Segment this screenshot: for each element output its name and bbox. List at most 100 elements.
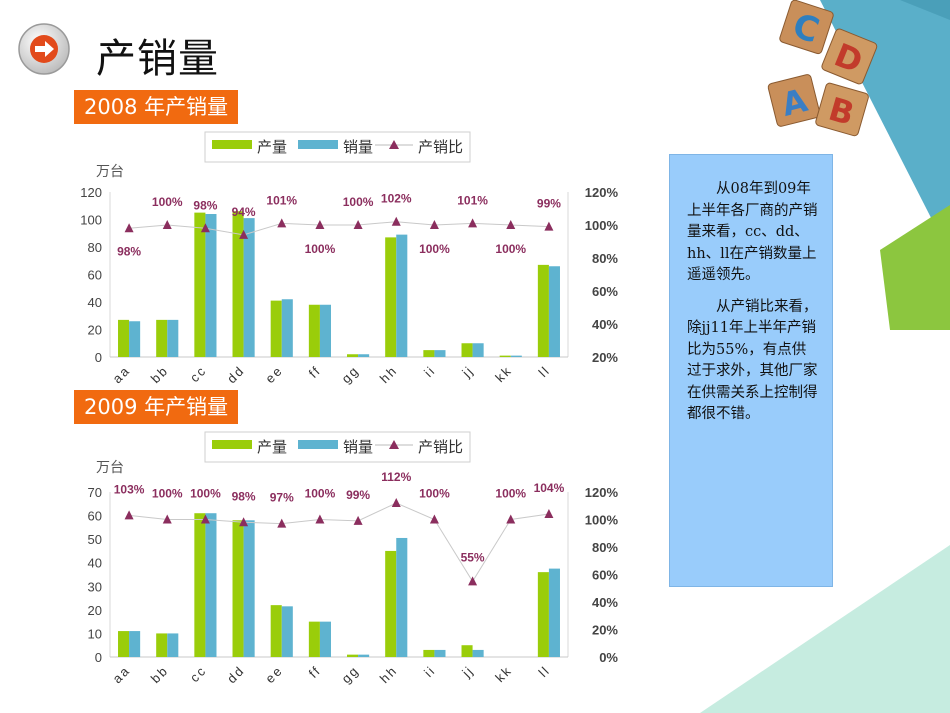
ratio-data-label: 98% xyxy=(193,198,217,212)
bar-sales xyxy=(548,568,560,657)
arrow-right-icon[interactable] xyxy=(17,22,71,76)
bar-production xyxy=(270,605,282,657)
ratio-data-label: 94% xyxy=(232,205,256,219)
category-label: dd xyxy=(224,363,248,387)
right-axis-tick: 60% xyxy=(592,284,618,299)
legend-marker-ratio xyxy=(389,140,399,149)
ratio-data-label: 112% xyxy=(381,470,411,484)
bar-sales xyxy=(129,321,141,357)
category-label: bb xyxy=(148,663,172,687)
category-label: ee xyxy=(262,663,286,687)
bar-production xyxy=(347,354,359,357)
ratio-data-label: 99% xyxy=(537,197,561,211)
ratio-data-label: 101% xyxy=(266,193,297,207)
ratio-data-label: 102% xyxy=(381,192,412,206)
right-axis-tick: 120% xyxy=(585,485,619,500)
right-axis-tick: 120% xyxy=(585,185,619,200)
left-axis-tick: 70 xyxy=(88,485,102,500)
category-label: ii xyxy=(421,663,439,681)
left-axis-tick: 0 xyxy=(95,350,102,365)
category-label: cc xyxy=(187,363,210,386)
ratio-point xyxy=(277,218,287,228)
ratio-data-label: 101% xyxy=(457,193,488,207)
ratio-point xyxy=(315,220,325,229)
bar-production xyxy=(194,212,206,357)
ratio-point xyxy=(544,509,554,518)
axis-unit-label: 万台 xyxy=(96,460,124,476)
category-label: hh xyxy=(377,663,401,687)
category-label: gg xyxy=(339,663,363,687)
bar-production xyxy=(385,237,397,357)
ratio-data-label: 100% xyxy=(419,242,450,256)
legend-swatch-production xyxy=(212,140,252,149)
legend-swatch-sales xyxy=(298,140,338,149)
category-label: hh xyxy=(377,363,401,387)
bar-sales xyxy=(281,299,293,357)
bar-sales xyxy=(472,343,484,357)
left-axis-tick: 100 xyxy=(80,213,102,228)
ratio-data-label: 100% xyxy=(190,487,221,501)
ratio-point xyxy=(124,223,134,233)
chart-2009: 产量 销量 产销比 万台 0 10 20 30 40 50 60 70 0% 20% 40% 60% 80% 10… xyxy=(70,428,640,698)
left-axis-tick: 20 xyxy=(88,323,102,338)
page-title: 产销量 xyxy=(96,36,219,82)
bar-sales xyxy=(129,631,141,657)
ratio-data-label: 100% xyxy=(495,487,526,501)
left-axis-tick: 10 xyxy=(88,626,102,641)
category-label: aa xyxy=(110,363,134,387)
chart-2008: 产量 销量 产销比 万台 0 20 40 60 80 100 120 20% 40% 60% 80% 100%… xyxy=(70,128,640,390)
category-label: ii xyxy=(421,363,439,381)
bar-sales xyxy=(243,218,255,357)
category-label: ll xyxy=(536,363,554,381)
legend-label-production: 产量 xyxy=(257,138,287,156)
bar-sales xyxy=(319,621,331,657)
bar-production xyxy=(232,520,244,657)
right-axis-tick: 80% xyxy=(592,540,618,555)
legend-label-production: 产量 xyxy=(257,438,287,456)
bar-production xyxy=(423,350,435,357)
bar-sales xyxy=(548,266,560,357)
left-axis-tick: 40 xyxy=(88,556,102,571)
ratio-data-label: 55% xyxy=(461,550,485,564)
right-axis-tick: 80% xyxy=(592,251,618,266)
ratio-point xyxy=(200,223,210,233)
right-axis-tick: 60% xyxy=(592,568,618,583)
category-label: jj xyxy=(458,363,476,381)
category-label: dd xyxy=(224,663,248,687)
ratio-data-label: 100% xyxy=(343,195,374,209)
right-axis-tick: 40% xyxy=(592,317,618,332)
bar-production xyxy=(423,649,435,657)
category-label: cc xyxy=(187,663,210,686)
category-label: kk xyxy=(492,663,515,686)
ratio-point xyxy=(162,220,172,229)
bar-sales xyxy=(243,520,255,657)
legend-swatch-production xyxy=(212,440,252,449)
right-axis-tick: 40% xyxy=(592,595,618,610)
category-label: aa xyxy=(110,663,134,687)
category-label: kk xyxy=(492,363,515,386)
ratio-data-label: 100% xyxy=(305,242,336,256)
ratio-data-label: 99% xyxy=(346,488,370,502)
bar-sales xyxy=(319,304,331,357)
ratio-point xyxy=(468,218,478,228)
ratio-data-label: 98% xyxy=(232,489,256,503)
ratio-data-label: 100% xyxy=(152,487,183,501)
alphabet-blocks-image: C D A B xyxy=(767,0,878,137)
right-axis-tick: 20% xyxy=(592,623,618,638)
category-label: gg xyxy=(339,363,363,387)
ratio-point xyxy=(353,220,363,229)
ratio-data-label: 104% xyxy=(534,481,565,495)
ratio-point xyxy=(353,515,363,525)
ratio-point xyxy=(200,514,210,524)
bar-production xyxy=(232,211,244,357)
legend-label-ratio: 产销比 xyxy=(418,438,463,456)
legend-marker-ratio xyxy=(389,440,399,449)
axis-unit-label: 万台 xyxy=(96,164,124,180)
bar-sales xyxy=(358,654,370,657)
category-label: ee xyxy=(262,363,286,387)
left-axis-tick: 80 xyxy=(88,240,102,255)
ratio-point xyxy=(506,514,516,524)
ratio-data-label: 97% xyxy=(270,491,294,505)
legend-label-sales: 销量 xyxy=(343,438,373,456)
